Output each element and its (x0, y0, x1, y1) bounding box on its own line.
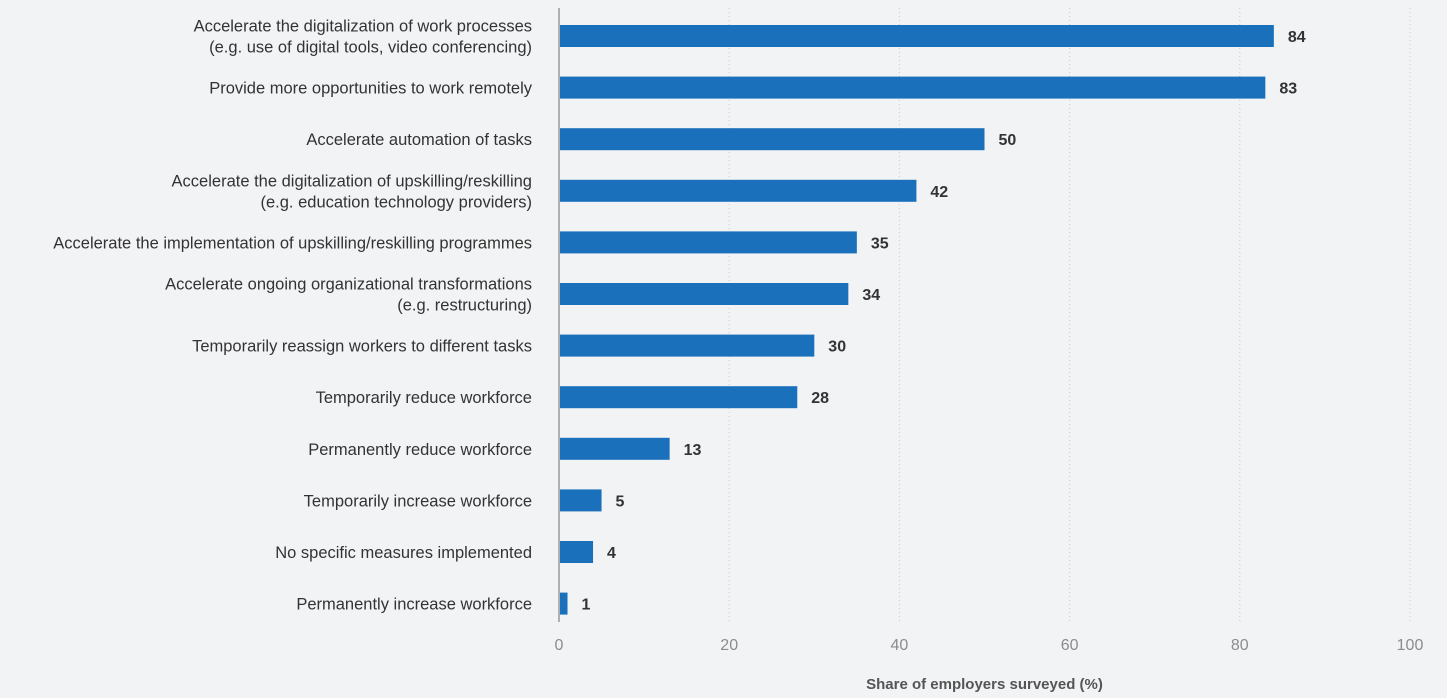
bar-7 (559, 334, 815, 357)
bars (559, 25, 1274, 615)
value-label-6: 34 (862, 287, 880, 304)
category-label-3: Accelerate automation of tasks (306, 131, 532, 149)
category-label-6: Accelerate ongoing organizational transf… (165, 276, 532, 315)
category-label-line: No specific measures implemented (275, 544, 532, 562)
value-label-9: 13 (684, 442, 702, 459)
bar-2 (559, 76, 1266, 99)
x-tick-label-60: 60 (1061, 637, 1079, 654)
bar-4 (559, 179, 917, 202)
category-label-line: Permanently increase workforce (296, 596, 532, 614)
bar-12 (559, 592, 568, 615)
value-label-10: 5 (616, 493, 625, 510)
x-tick-label-100: 100 (1397, 637, 1424, 654)
value-label-7: 30 (828, 339, 846, 356)
category-label-4: Accelerate the digitalization of upskill… (172, 172, 532, 211)
bar-9 (559, 437, 670, 460)
grid-lines (728, 8, 1411, 622)
category-label-line: (e.g. education technology providers) (261, 193, 533, 211)
value-label-3: 50 (999, 132, 1017, 149)
bar-11 (559, 541, 594, 563)
bar-10 (559, 489, 602, 512)
x-tick-label-0: 0 (555, 637, 564, 654)
x-axis-ticks: 0 20 40 60 80 100 (555, 637, 1424, 654)
category-label-5: Accelerate the implementation of upskill… (53, 234, 532, 252)
category-label-2: Provide more opportunities to work remot… (209, 80, 533, 98)
category-label-line: Accelerate the digitalization of work pr… (194, 18, 532, 36)
bar-6 (559, 283, 849, 305)
value-label-2: 83 (1279, 81, 1297, 98)
category-label-line: Accelerate the implementation of upskill… (53, 234, 532, 252)
bar-8 (559, 386, 798, 409)
category-label-line: Accelerate ongoing organizational transf… (165, 276, 532, 294)
category-label-line: Permanently reduce workforce (308, 441, 532, 459)
category-label-9: Permanently reduce workforce (308, 441, 532, 459)
category-label-8: Temporarily reduce workforce (316, 389, 532, 407)
category-label-line: Provide more opportunities to work remot… (209, 80, 533, 98)
bar-1 (559, 25, 1274, 47)
x-axis-title: Share of employers surveyed (%) (866, 676, 1103, 693)
category-label-line: Temporarily increase workforce (304, 492, 532, 510)
category-label-line: (e.g. restructuring) (397, 297, 532, 315)
category-label-line: Accelerate automation of tasks (306, 131, 532, 149)
value-label-8: 28 (811, 390, 829, 407)
category-label-7: Temporarily reassign workers to differen… (192, 338, 532, 356)
value-label-5: 35 (871, 235, 889, 252)
value-labels: 84 83 50 42 35 34 30 28 13 5 4 1 (582, 29, 1306, 614)
value-label-1: 84 (1288, 29, 1306, 46)
category-label-1: Accelerate the digitalization of work pr… (194, 18, 532, 57)
x-tick-label-20: 20 (720, 637, 738, 654)
bar-3 (559, 128, 985, 151)
category-label-line: Temporarily reduce workforce (316, 389, 532, 407)
category-label-10: Temporarily increase workforce (304, 492, 532, 510)
x-tick-label-80: 80 (1231, 637, 1249, 654)
value-label-4: 42 (930, 184, 948, 201)
category-label-line: Temporarily reassign workers to differen… (192, 338, 532, 356)
bar-5 (559, 231, 857, 254)
category-label-line: Accelerate the digitalization of upskill… (172, 172, 532, 190)
category-label-12: Permanently increase workforce (296, 596, 532, 614)
category-label-line: (e.g. use of digital tools, video confer… (209, 39, 532, 57)
category-label-11: No specific measures implemented (275, 544, 532, 562)
value-label-12: 1 (582, 597, 591, 614)
value-label-11: 4 (607, 545, 616, 562)
x-tick-label-40: 40 (891, 637, 909, 654)
category-labels: Accelerate the digitalization of work pr… (53, 18, 532, 614)
